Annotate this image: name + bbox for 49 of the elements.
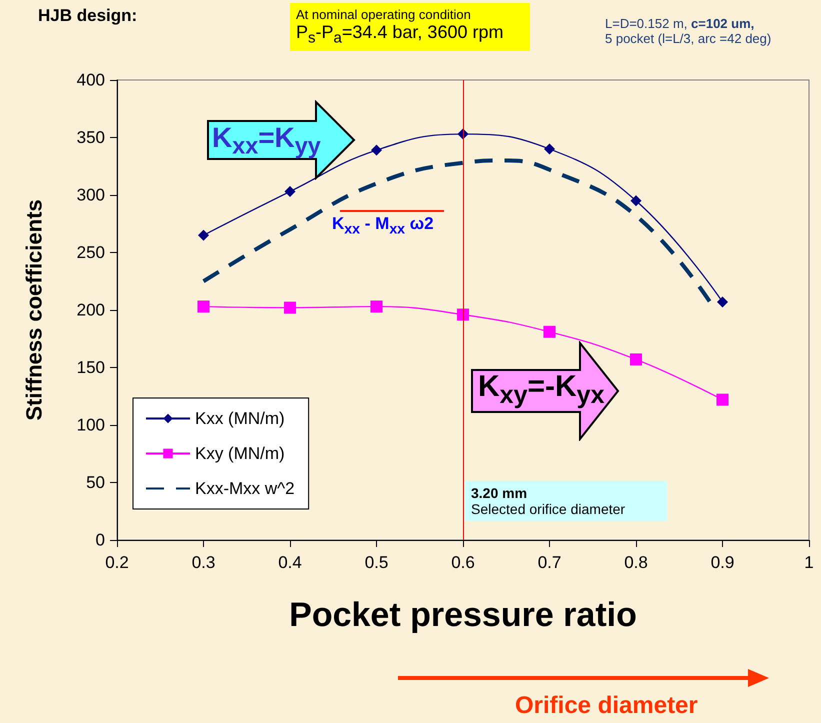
x-tick-label: 0.5 [364,553,388,572]
point [716,394,728,406]
text: L=D=0.152 m, [605,16,688,31]
y-tick-label: 250 [76,243,105,262]
y-tick-label: 150 [76,358,105,377]
x-tick-label: 0.3 [192,553,216,572]
x-axis-title: Pocket pressure ratio [289,596,637,634]
x-tick-label: 0.7 [538,553,562,572]
point [457,308,469,321]
text: HJB design: [38,6,138,26]
annotation: Selected orifice diameter [471,501,626,517]
point [630,195,642,206]
legend-label: Kxx-Mxx w^2 [195,479,295,498]
text: 5 pocket (l=L/3, arc =42 deg) [605,31,772,46]
y-tick-label: 0 [96,530,105,550]
point [630,353,642,366]
point [371,144,382,156]
x-tick-label: 0.6 [451,553,475,572]
legend-label: Kxy (MN/m) [195,444,285,463]
annotation: K$_{xy}$=-K$_{yx}$ [478,370,604,410]
note-box: 3.20 mm Selected orifice diameter [465,481,667,521]
y-tick-label: 400 [76,70,105,90]
text: At nominal operating condition [296,7,471,22]
point [544,144,555,154]
point [284,186,296,198]
x-tick-label: 0.9 [710,553,734,572]
y-tick-label: 200 [76,300,105,320]
point [198,300,210,313]
point [370,300,382,313]
x-tick-label: 0.2 [105,553,129,572]
annotation: K$_{xx}$ - M$_{xx}$ ω2 [332,214,434,238]
point [198,230,209,241]
y-tick-label: 100 [76,416,105,434]
point [284,302,296,314]
x-tick-label: 0.8 [624,553,648,572]
ref-line-label: 3.20 mm [471,485,528,501]
legend-label: Kxx (MN/m) [195,409,285,428]
y-tick-label: 350 [76,128,105,147]
y-axis-title: Stiffness coefficients [22,199,46,421]
point [717,296,728,308]
text: P$_{s}$-P$_{a}$=34.4 bar, 3600 rpm [296,22,504,47]
y-tick-label: 300 [76,186,105,204]
text: c=102 um, [691,16,754,31]
x-tick-label: 0.4 [278,553,302,572]
x-tick-label: 1 [804,553,814,572]
annotation: K$_{xx}$=K$_{yy}$ [212,122,321,160]
point [544,326,556,338]
y-tick-label: 50 [86,473,105,492]
text: Orifice diameter [515,692,698,720]
